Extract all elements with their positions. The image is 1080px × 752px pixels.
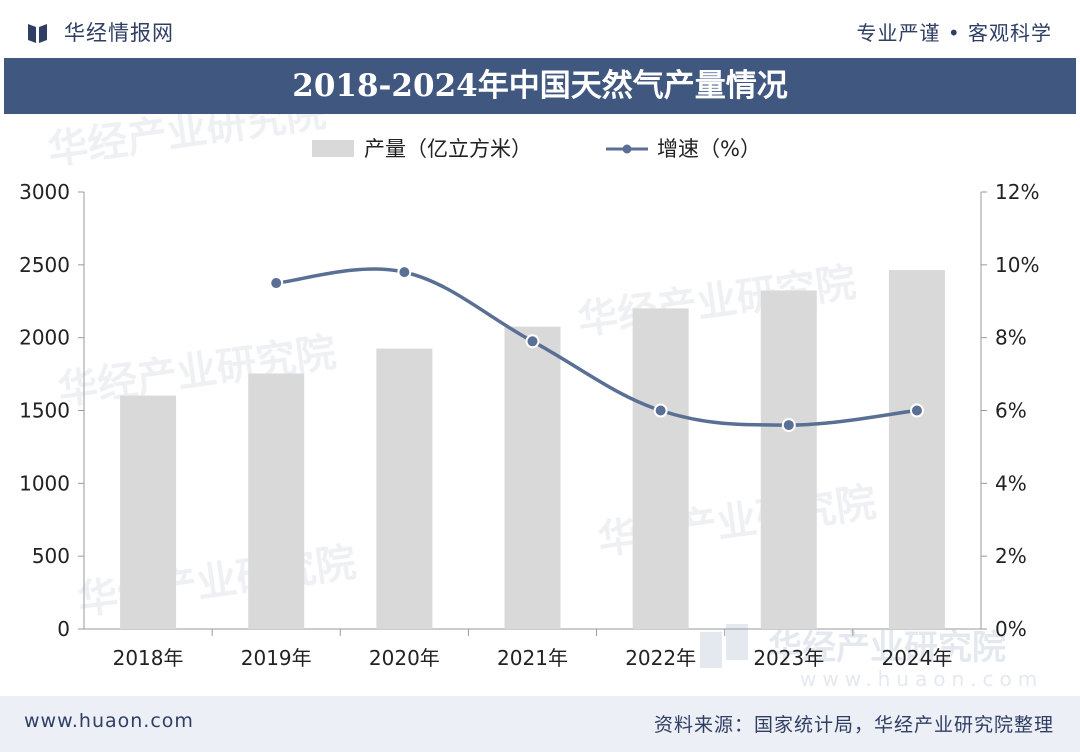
left-tick-label: 1000 — [19, 471, 70, 495]
bar — [888, 270, 945, 629]
left-tick-label: 0 — [57, 617, 70, 641]
footer: www.huaon.com 资料来源：国家统计局，华经产业研究院整理 — [0, 696, 1080, 752]
x-tick-label: 2020年 — [369, 646, 440, 670]
legend-bar-swatch — [312, 140, 354, 157]
chart-area: 华经产业研究院 华经产业研究院 华经产业研究院 华经产业研究院 华经产业研究院 … — [0, 89, 1080, 696]
right-axis-ticks: 0% 2% 4% 6% 8% 10% 12% — [981, 180, 1039, 641]
brand-logo-icon — [28, 24, 47, 43]
x-tick-label: 2023年 — [753, 646, 824, 670]
legend-line-marker — [622, 144, 632, 154]
line-series — [269, 265, 924, 433]
right-tick-label: 4% — [995, 471, 1027, 495]
footer-source: 资料来源：国家统计局，华经产业研究院整理 — [653, 714, 1054, 736]
bar — [760, 290, 817, 629]
bar — [632, 308, 689, 629]
line-point — [653, 403, 668, 418]
header: 华经情报网 专业严谨 • 客观科学 — [0, 0, 1080, 58]
watermark-bottom: 华经产业研究院 www.huaon.com — [700, 624, 1043, 691]
line-point — [269, 276, 284, 291]
watermark-url-bottom: www.huaon.com — [800, 667, 1043, 691]
bar — [504, 326, 561, 629]
left-tick-label: 500 — [32, 544, 70, 568]
right-tick-label: 0% — [995, 617, 1027, 641]
legend: 产量（亿立方米） 增速（%） — [312, 137, 761, 161]
left-axis-ticks: 0 500 1000 1500 2000 2500 3000 — [19, 180, 84, 641]
watermark-text-bottom: 华经产业研究院 — [768, 628, 1006, 668]
x-tick-label: 2018年 — [113, 646, 184, 670]
line-point — [909, 403, 924, 418]
watermark-text: 华经产业研究院 — [45, 114, 329, 174]
watermark-logo-icon — [700, 632, 722, 668]
legend-line-label: 增速（%） — [657, 137, 761, 161]
line-point — [781, 418, 796, 433]
chart-title: 2018-2024年中国天然气产量情况 — [4, 58, 1076, 114]
watermark-logo-icon — [726, 624, 748, 660]
left-tick-label: 1500 — [19, 399, 70, 423]
slogan: 专业严谨 • 客观科学 — [856, 21, 1052, 45]
chart-svg: 华经产业研究院 华经产业研究院 华经产业研究院 华经产业研究院 华经产业研究院 … — [19, 89, 1043, 691]
growth-line — [276, 267, 918, 427]
brand-name: 华经情报网 — [64, 21, 174, 45]
right-tick-label: 8% — [995, 326, 1027, 350]
x-tick-label: 2021年 — [497, 646, 568, 670]
x-axis-labels: 2018年 2019年 2020年 2021年 2022年 2023年 2024年 — [113, 629, 952, 670]
watermark-text: 华经产业研究院 — [75, 539, 359, 624]
x-tick-label: 2024年 — [881, 646, 952, 670]
bar-series — [120, 270, 945, 629]
bar — [248, 373, 305, 629]
x-tick-label: 2019年 — [241, 646, 312, 670]
right-tick-label: 6% — [995, 399, 1027, 423]
line-point — [525, 334, 540, 349]
line-point — [397, 265, 412, 280]
left-tick-label: 2500 — [19, 253, 70, 277]
right-tick-label: 2% — [995, 544, 1027, 568]
right-tick-label: 12% — [995, 180, 1039, 204]
left-tick-label: 3000 — [19, 180, 70, 204]
left-tick-label: 2000 — [19, 326, 70, 350]
x-tick-label: 2022年 — [625, 646, 696, 670]
right-tick-label: 10% — [995, 253, 1039, 277]
bar — [120, 395, 177, 629]
bar — [376, 348, 433, 629]
legend-bar-label: 产量（亿立方米） — [364, 137, 532, 161]
footer-url[interactable]: www.huaon.com — [24, 710, 194, 732]
